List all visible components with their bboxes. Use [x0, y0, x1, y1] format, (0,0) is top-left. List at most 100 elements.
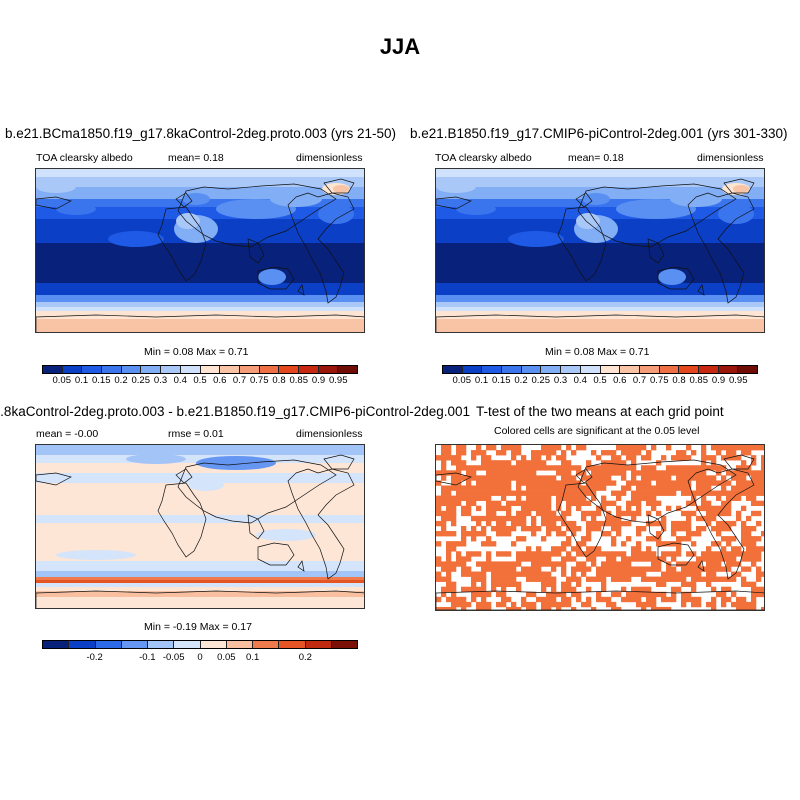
significant-cell [476, 561, 482, 567]
significant-cell [506, 475, 512, 481]
significant-cell [516, 450, 522, 456]
significant-cell [441, 455, 447, 461]
significant-cell [601, 465, 607, 471]
significant-cell [581, 571, 587, 577]
significant-cell [466, 485, 472, 491]
significant-cell [571, 465, 577, 471]
significant-cell [526, 525, 532, 532]
significant-cell [441, 445, 447, 451]
significant-cell [491, 490, 497, 496]
colorbar-tick-label: 0.5 [593, 375, 607, 386]
significant-cell [441, 490, 447, 496]
significant-cell [531, 465, 537, 471]
significant-cell [441, 500, 447, 507]
significant-cell [676, 546, 682, 552]
significant-cell [636, 480, 642, 486]
significant-cell [721, 596, 727, 603]
significant-cell [486, 515, 492, 522]
significant-cell [461, 445, 467, 451]
significant-cell [461, 556, 467, 562]
colorbar-tick-label: 0.7 [632, 375, 647, 386]
significant-cell [696, 566, 702, 572]
coastlines [436, 178, 764, 332]
significant-cell [656, 520, 662, 527]
significant-cell [451, 515, 457, 522]
colorbar-swatch [298, 366, 319, 373]
coastline [36, 590, 364, 608]
significant-cell [551, 601, 557, 608]
significant-cell [496, 475, 502, 481]
significant-cell [526, 485, 532, 491]
significant-cell [481, 581, 487, 587]
significant-cell [446, 490, 452, 496]
significant-cell [476, 495, 482, 501]
significant-cell [521, 525, 527, 532]
significant-cell [601, 566, 607, 572]
significant-cell [611, 500, 617, 507]
significant-cell [636, 450, 642, 456]
significant-cell [621, 541, 627, 547]
significant-cell [561, 561, 567, 567]
significant-cell [716, 551, 722, 557]
significant-cell [631, 470, 637, 476]
significant-cell [456, 500, 462, 507]
significant-cell [616, 531, 622, 537]
significant-cell [541, 556, 547, 562]
significant-cell [736, 571, 742, 577]
significant-cell [536, 596, 542, 603]
significant-cell [531, 525, 537, 532]
significant-cell [711, 525, 717, 532]
significant-cell [686, 445, 692, 451]
significant-cell [546, 515, 552, 522]
significant-cell [701, 465, 707, 471]
significant-cell [566, 596, 572, 603]
significant-cell [576, 465, 582, 471]
significant-cell [741, 525, 747, 532]
significant-cell [626, 500, 632, 507]
significant-cell [736, 480, 742, 486]
significant-cell [491, 475, 497, 481]
significant-cell [476, 531, 482, 537]
coastline [723, 454, 755, 470]
coastline [575, 192, 593, 208]
significant-cell [716, 556, 722, 562]
significant-cell [751, 551, 757, 557]
significant-cell [656, 576, 662, 582]
coastline [577, 459, 737, 524]
figure-title: JJA [379, 34, 421, 59]
significant-cell [646, 566, 652, 572]
panel1-title: b.e21.BCma1850.f19_g17.8kaControl-2deg.p… [5, 126, 396, 141]
significant-cell [596, 505, 602, 512]
significant-cell [486, 561, 492, 567]
significant-cell [761, 531, 764, 537]
significant-cell [536, 510, 542, 517]
significant-cell [711, 606, 717, 610]
coastline [247, 238, 265, 264]
significant-cell [671, 586, 677, 593]
significant-cell [596, 475, 602, 481]
significant-cell [486, 551, 492, 557]
significant-cell [481, 465, 487, 471]
significant-cell [696, 475, 702, 481]
significant-cell [586, 596, 592, 603]
significant-cell [711, 455, 717, 461]
significant-cell [491, 465, 497, 471]
significant-cell [596, 591, 602, 598]
significant-cell [461, 536, 467, 542]
significant-cell [526, 601, 532, 608]
significant-cell [541, 485, 547, 491]
colorbar-swatch [174, 641, 201, 648]
significant-cell [591, 606, 597, 610]
coastline [323, 178, 355, 194]
colorbar-tick-label: 0.3 [553, 375, 568, 386]
significant-cell [726, 561, 732, 567]
significant-cell [636, 510, 642, 517]
significant-cell [721, 455, 727, 461]
significant-cell [471, 551, 477, 557]
significant-cell [571, 566, 577, 572]
significant-cell [436, 520, 442, 527]
significant-cell [561, 541, 567, 547]
significant-cell [666, 606, 672, 610]
significant-cell [571, 531, 577, 537]
significant-cell [651, 556, 657, 562]
